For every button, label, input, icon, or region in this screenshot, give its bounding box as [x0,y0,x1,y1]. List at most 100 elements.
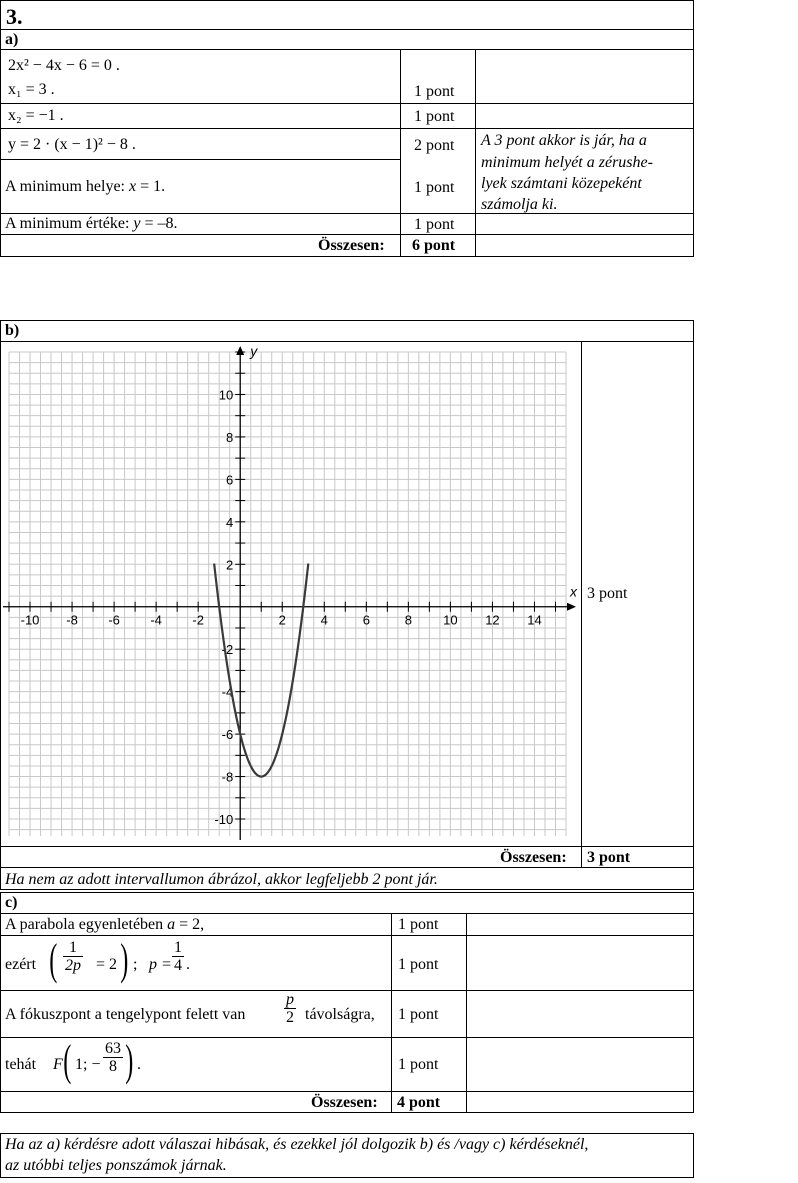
focus-F: F [53,1056,63,1073]
x-tick-label: -8 [66,613,78,628]
total-points-b: 3 pont [587,849,631,866]
total-label-c: Összesen: [311,1094,378,1111]
fraction-63-over-8: 63 8 [103,1040,123,1075]
data-point [244,752,247,754]
y-tick-label: -10 [214,812,233,827]
x-tick-label: 2 [279,613,286,628]
close-paren: ) [120,935,129,984]
data-point [265,773,268,775]
close-paren-F: ) [125,1036,134,1085]
vertex-form: y = 2 · (x − 1)² − 8 . [8,136,136,153]
total-label-a: Összesen: [318,237,385,254]
minimum-place: A minimum helye: x = 1. [5,178,166,195]
points-c4: 1 pont [398,1056,439,1073]
part-a-table [0,29,694,257]
y-tick-label: -8 [222,770,234,785]
data-point [234,709,236,711]
x-tick-label: -6 [108,613,120,628]
fraction-1-over-4: 1 4 [172,939,184,974]
root-x1: x₁ = 3 . [8,81,55,98]
problem-number: 3. [6,4,23,29]
fraction-p-over-2: p 2 [284,991,296,1026]
y-tick-label: 4 [226,515,233,530]
row4-prefix: tehát [5,1056,37,1073]
data-point [286,709,289,711]
row4-inner: 1; − [75,1056,101,1073]
row3-suffix: távolságra, [305,1006,375,1023]
data-point [250,765,252,767]
data-point [281,733,283,735]
points-b: 3 pont [587,585,628,602]
note-b: Ha nem az adott intervallumon ábrázol, a… [5,871,438,888]
x-tick-label: -4 [150,613,162,628]
y-tick-label: 2 [226,557,233,572]
total-label-b: Összesen: [500,849,567,866]
y-tick-label: 6 [226,472,233,487]
row2-prefix: ezért [5,956,37,973]
final-note-line2: az utóbbi teljes ponszámok járnak. [5,1157,227,1174]
x-tick-label: 10 [443,613,457,628]
points-c2: 1 pont [398,956,439,973]
data-point [297,646,299,648]
points-a3: 2 pont [414,137,455,154]
minimum-value: A minimum értéke: y = –8. [5,215,178,232]
points-a1: 1 pont [414,83,455,100]
data-point [217,595,219,597]
row2-p: p = [149,956,172,973]
row2-sep: ; [133,956,138,973]
part-b-table [0,320,694,890]
row3-prefix: A fókuszpont a tengelypont felett van [5,1006,246,1023]
total-points-a: 6 pont [412,237,456,254]
data-point [260,775,262,778]
note-a-line3: lyek számtani közepeként [481,175,642,192]
data-point [292,680,294,682]
data-point [302,606,304,608]
open-paren-F: ( [63,1036,72,1085]
root-x2: x₂ = −1 . [8,107,64,124]
part-a-label: a) [5,31,19,48]
y-tick-label: -6 [222,727,234,742]
data-point [229,680,231,682]
row4-end: . [137,1056,141,1073]
x-tick-label: 12 [485,613,499,628]
problem-header [0,0,694,30]
x-tick-label: 8 [405,613,412,628]
row2-end: . [186,956,190,973]
row2-eq: = 2 [96,956,118,973]
note-a-line1: A 3 pont akkor is jár, ha a [481,132,647,149]
data-point [271,765,273,767]
final-note-box [0,1133,694,1178]
data-point [303,595,306,597]
y-tick-label: 8 [226,430,233,445]
final-note-line1: Ha az a) kérdésre adott válaszai hibásak… [5,1136,589,1153]
data-point [276,752,278,754]
x-tick-label: 6 [363,613,370,628]
x-tick-label: 4 [321,613,328,628]
parabola-coefficient: A parabola egyenletében a = 2, [5,916,205,933]
y-tick-label: 10 [219,387,233,402]
note-a-line2: minimum helyét a zérushe- [481,154,653,171]
points-a2: 1 pont [414,108,455,125]
x-tick-label: -2 [192,613,204,628]
fraction-1-over-2p: 1 2p [63,939,83,974]
points-c1: 1 pont [398,916,439,933]
parabola-chart: -10 -8 -6 -4 -2 2 4 6 8 10 12 14 -10 -8 -6 -4 -2 2 4 6 8 10 x y [3,343,578,840]
note-a-line4: számolja ki. [481,196,558,213]
points-a5: 1 pont [414,216,455,233]
y-tick-label: -4 [222,685,234,700]
total-points-c: 4 pont [397,1094,441,1111]
x-tick-label: 14 [527,613,541,628]
x-tick-label: -10 [21,613,40,628]
data-point [218,606,220,608]
equation-quadratic: 2x² − 4x − 6 = 0 . [8,57,120,74]
points-a4: 1 pont [414,179,455,196]
part-b-label: b) [5,322,20,339]
y-tick-label: -2 [222,642,234,657]
data-point [239,733,241,735]
y-axis-label: y [249,343,258,359]
part-c-label: c) [5,894,18,911]
data-point [223,646,226,648]
data-point [255,773,257,775]
y-axis-arrow [236,346,245,355]
x-axis-label: x [569,584,578,600]
